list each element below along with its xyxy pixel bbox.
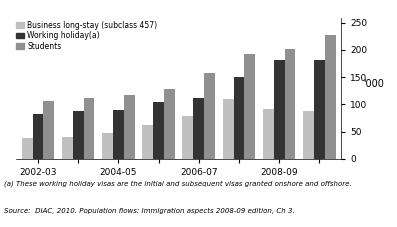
- Bar: [84, 98, 94, 159]
- Text: Source:  DIAC, 2010. Population flows: Immigration aspects 2008-09 edition, Ch 3: Source: DIAC, 2010. Population flows: Im…: [4, 208, 295, 214]
- Bar: [223, 99, 233, 159]
- Bar: [303, 111, 314, 159]
- Text: (a) These working holiday visas are the initial and subsequent visas granted ons: (a) These working holiday visas are the …: [4, 180, 352, 187]
- Bar: [193, 98, 204, 159]
- Bar: [164, 89, 175, 159]
- Legend: Business long-stay (subclass 457), Working holiday(a), Students: Business long-stay (subclass 457), Worki…: [16, 21, 157, 51]
- Bar: [263, 109, 274, 159]
- Bar: [124, 94, 135, 159]
- Bar: [314, 60, 325, 159]
- Bar: [245, 54, 255, 159]
- Bar: [33, 114, 43, 159]
- Bar: [73, 111, 84, 159]
- Bar: [274, 60, 285, 159]
- Y-axis label: '000: '000: [363, 79, 384, 89]
- Bar: [325, 35, 335, 159]
- Bar: [183, 116, 193, 159]
- Bar: [233, 77, 245, 159]
- Bar: [43, 101, 54, 159]
- Bar: [22, 138, 33, 159]
- Bar: [142, 125, 153, 159]
- Bar: [113, 110, 124, 159]
- Bar: [285, 49, 295, 159]
- Bar: [62, 137, 73, 159]
- Bar: [153, 102, 164, 159]
- Bar: [204, 73, 215, 159]
- Bar: [102, 133, 113, 159]
